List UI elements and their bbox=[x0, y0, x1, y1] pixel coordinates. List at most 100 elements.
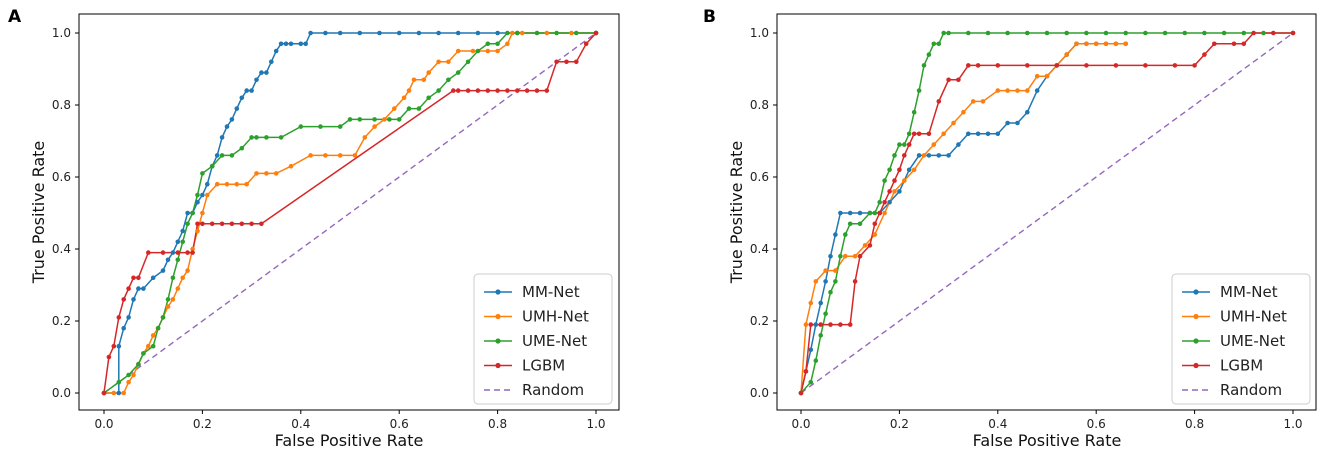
data-point-lgbm bbox=[121, 297, 126, 302]
data-point-lgbm bbox=[1231, 41, 1237, 47]
y-tick-label: 0.0 bbox=[52, 386, 71, 400]
data-point-umh-net bbox=[362, 135, 368, 140]
data-point-lgbm bbox=[828, 322, 833, 327]
data-point-mm-net bbox=[116, 343, 122, 349]
data-point-umh-net bbox=[970, 99, 976, 104]
series-line-mm-net bbox=[800, 43, 1126, 394]
data-point-mm-net bbox=[377, 30, 382, 36]
data-point-umh-net bbox=[862, 243, 868, 248]
data-point-lgbm bbox=[852, 279, 858, 284]
data-point-lgbm bbox=[1172, 63, 1178, 68]
data-point-ume-net bbox=[195, 192, 200, 198]
data-point-lgbm bbox=[872, 221, 878, 227]
data-point-ume-net bbox=[916, 88, 922, 93]
data-point-umh-net bbox=[190, 246, 195, 252]
x-tick-label: 0.6 bbox=[1087, 417, 1106, 431]
data-point-mm-net bbox=[926, 153, 932, 158]
data-point-mm-net bbox=[150, 275, 156, 281]
data-point-mm-net bbox=[396, 30, 402, 36]
data-point-mm-net bbox=[269, 59, 274, 65]
data-point-umh-net bbox=[288, 163, 294, 169]
data-point-umh-net bbox=[170, 297, 176, 302]
data-point-lgbm bbox=[229, 221, 235, 227]
data-point-ume-net bbox=[357, 117, 363, 122]
legend-box bbox=[473, 273, 613, 405]
data-point-mm-net bbox=[126, 315, 131, 320]
data-point-lgbm bbox=[887, 189, 892, 194]
data-point-umh-net bbox=[150, 333, 156, 338]
data-point-ume-net bbox=[966, 30, 971, 36]
data-point-ume-net bbox=[872, 210, 878, 216]
data-point-lgbm bbox=[936, 99, 942, 104]
data-point-umh-net bbox=[180, 275, 185, 281]
data-point-lgbm bbox=[995, 63, 1001, 68]
data-point-umh-net bbox=[510, 30, 515, 36]
data-point-mm-net bbox=[833, 232, 838, 237]
data-point-lgbm bbox=[101, 390, 107, 396]
data-point-ume-net bbox=[554, 30, 559, 36]
data-point-umh-net bbox=[882, 210, 887, 216]
data-point-ume-net bbox=[278, 135, 284, 140]
data-point-mm-net bbox=[229, 117, 235, 122]
data-point-ume-net bbox=[906, 131, 912, 137]
data-point-ume-net bbox=[1241, 30, 1247, 36]
data-point-lgbm bbox=[946, 77, 951, 83]
data-point-ume-net bbox=[1162, 30, 1168, 36]
x-tick-label: 0.4 bbox=[291, 417, 310, 431]
data-point-umh-net bbox=[931, 142, 937, 147]
data-point-mm-net bbox=[219, 135, 225, 140]
data-point-lgbm bbox=[465, 88, 471, 93]
data-point-lgbm bbox=[808, 322, 814, 327]
data-point-mm-net bbox=[239, 95, 245, 101]
data-point-lgbm bbox=[126, 286, 131, 291]
data-point-umh-net bbox=[833, 268, 838, 273]
data-point-ume-net bbox=[936, 41, 942, 47]
series-line-umh-net bbox=[800, 43, 1126, 394]
data-point-mm-net bbox=[838, 210, 843, 216]
data-point-lgbm bbox=[956, 77, 961, 83]
data-point-lgbm bbox=[1084, 63, 1089, 68]
data-point-mm-net bbox=[160, 268, 166, 273]
data-point-ume-net bbox=[985, 30, 991, 36]
x-tick-label: 0.6 bbox=[390, 417, 409, 431]
data-point-ume-net bbox=[857, 221, 863, 227]
data-point-umh-net bbox=[961, 109, 966, 115]
data-point-ume-net bbox=[1005, 30, 1010, 36]
data-point-mm-net bbox=[495, 30, 500, 36]
data-point-ume-net bbox=[828, 289, 833, 295]
data-point-mm-net bbox=[308, 30, 313, 36]
data-point-mm-net bbox=[1025, 109, 1030, 115]
data-point-ume-net bbox=[887, 167, 892, 173]
data-point-mm-net bbox=[224, 124, 230, 129]
data-point-mm-net bbox=[828, 253, 833, 259]
legend-label-ume-net: UME-Net bbox=[1220, 332, 1285, 350]
data-point-lgbm bbox=[1241, 41, 1247, 47]
y-tick-label: 0.8 bbox=[52, 98, 71, 112]
data-point-lgbm bbox=[564, 59, 569, 65]
data-point-ume-net bbox=[1221, 30, 1227, 36]
data-point-umh-net bbox=[214, 181, 220, 187]
x-tick-label: 0.0 bbox=[94, 417, 113, 431]
random-diagonal-a bbox=[103, 32, 597, 394]
data-point-mm-net bbox=[180, 228, 185, 234]
data-point-umh-net bbox=[808, 300, 814, 306]
data-point-mm-net bbox=[455, 30, 461, 36]
data-point-lgbm bbox=[1271, 30, 1276, 36]
data-point-umh-net bbox=[421, 77, 427, 83]
legend-label-umh-net: UMH-Net bbox=[1220, 308, 1287, 326]
y-tick-label: 0.2 bbox=[750, 314, 769, 328]
data-point-mm-net bbox=[887, 199, 892, 205]
data-point-ume-net bbox=[877, 199, 882, 205]
data-point-lgbm bbox=[259, 221, 264, 227]
x-tick-label: 0.8 bbox=[1185, 417, 1204, 431]
data-point-ume-net bbox=[847, 221, 853, 227]
data-point-lgbm bbox=[131, 275, 136, 281]
data-point-ume-net bbox=[150, 343, 156, 349]
y-axis-label-b: True Positive Rate bbox=[727, 141, 746, 285]
data-point-mm-net bbox=[254, 77, 259, 83]
data-point-lgbm bbox=[857, 253, 863, 259]
data-point-lgbm bbox=[455, 88, 461, 93]
data-point-umh-net bbox=[852, 253, 858, 259]
data-point-umh-net bbox=[195, 228, 200, 234]
